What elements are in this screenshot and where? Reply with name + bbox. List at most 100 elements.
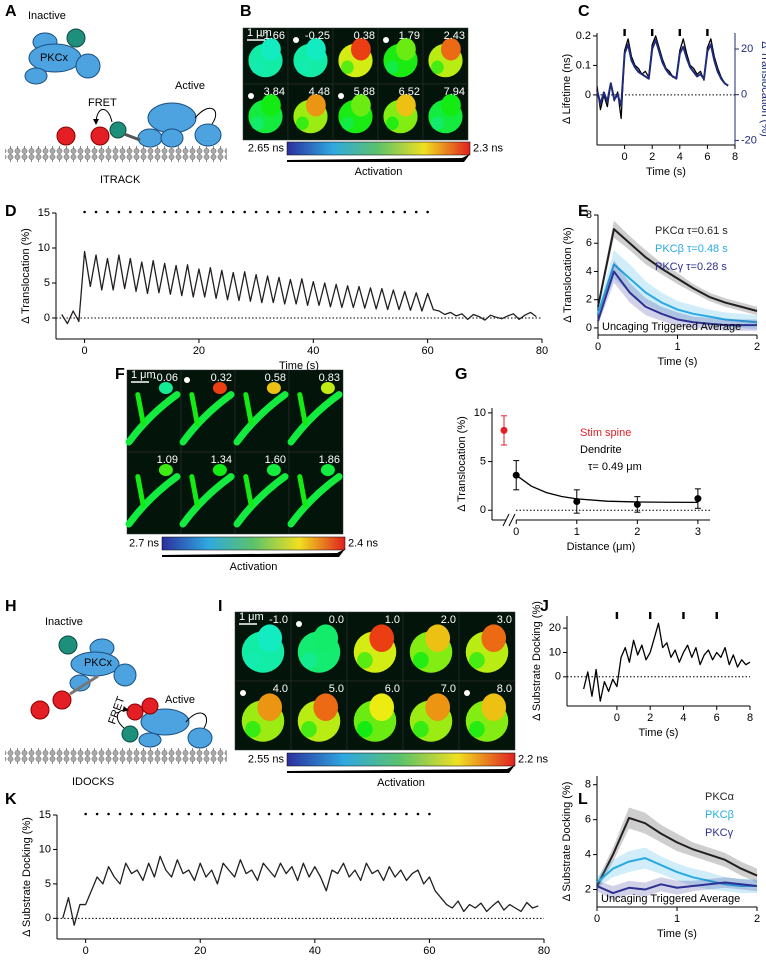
y-tick-label: 2	[585, 883, 591, 895]
stimulus-dot	[95, 812, 99, 816]
stimulus-dot	[117, 210, 121, 214]
diagram-name: ITRACK	[100, 174, 141, 186]
stimulus-dot	[369, 210, 372, 214]
stimulus-dot	[130, 812, 133, 816]
dendrite	[297, 392, 308, 426]
domain	[138, 732, 162, 748]
acceptor	[56, 126, 76, 146]
stimulus-dot	[174, 210, 178, 214]
legend-label: Stim spine	[580, 427, 631, 439]
stimulus-mark	[615, 612, 619, 619]
dendrite	[135, 474, 146, 508]
stimulus-dot	[392, 210, 395, 214]
stimulus-dot	[324, 812, 328, 816]
dendrite	[189, 474, 200, 508]
fret-label: FRET	[88, 97, 117, 109]
data-line	[583, 622, 751, 702]
panel-label: K	[5, 791, 17, 808]
time-label: 3.84	[264, 86, 285, 98]
stimulus-mark	[678, 29, 681, 36]
cell-blob	[431, 116, 444, 130]
membrane	[5, 748, 227, 764]
domain	[75, 53, 101, 79]
x-tick-label: 2	[634, 526, 640, 538]
x-tick-label: 0	[83, 945, 89, 957]
stimulus-dot	[300, 210, 304, 214]
stimulus-dot	[140, 210, 144, 214]
point	[694, 495, 702, 503]
time-label: -0.06	[153, 372, 178, 384]
x-axis-label: Distance (μm)	[567, 541, 636, 553]
colorbar-label: 2.7 ns	[129, 537, 159, 549]
time-label: 2.43	[444, 30, 465, 42]
x-tick-label: 80	[538, 945, 550, 957]
x-tick-label: 0	[595, 341, 601, 353]
colorbar	[286, 752, 516, 767]
cell-blob	[413, 652, 429, 669]
stimulus-dot	[84, 812, 87, 816]
panel-label: A	[5, 3, 17, 20]
y-tick-label: 0	[480, 504, 486, 516]
time-label: 6.0	[385, 683, 400, 695]
stimulus-dot	[428, 812, 431, 816]
y-tick-label: 4	[586, 265, 592, 277]
cell-blob	[386, 60, 399, 74]
stimulus-dot	[405, 812, 408, 816]
point	[573, 497, 581, 505]
stimulus-dot	[129, 210, 132, 214]
stimulus-dot	[231, 210, 235, 214]
uncaging-spot	[338, 93, 344, 99]
y-axis-label: Δ Translocation (%)	[562, 227, 574, 323]
cell-blob	[396, 38, 416, 61]
dendrite	[135, 392, 146, 426]
stimulus-dot	[346, 210, 349, 214]
cell-blob	[261, 94, 281, 117]
cell-blob	[469, 652, 485, 669]
panel-label: E	[578, 203, 589, 220]
stimulus-dot	[266, 210, 269, 214]
time-label: -1.66	[260, 30, 285, 42]
cell-blob	[301, 652, 317, 669]
dendrite	[189, 392, 200, 426]
data-line	[596, 816, 758, 887]
x-tick-label: 60	[423, 945, 435, 957]
colorbar-title: Activation	[377, 777, 425, 789]
stimulus-dot	[187, 812, 191, 816]
legend-label: PKCγ τ=0.28 s	[655, 261, 727, 273]
time-label: 4.0	[273, 683, 288, 695]
data-line	[596, 881, 758, 895]
y-tick-label: 15	[39, 809, 51, 821]
activation-wedge	[287, 765, 515, 773]
fluorophore	[66, 28, 86, 48]
cell-blob	[425, 693, 451, 722]
dendrite	[243, 474, 254, 508]
linker	[185, 712, 208, 729]
x-tick-label: 2	[647, 712, 653, 724]
dendrite	[179, 473, 235, 528]
stimulus-dot	[186, 210, 189, 214]
y-axis-label: Δ Substrate Docking (%)	[21, 817, 33, 937]
y2-tick-label: 0	[741, 89, 747, 101]
annotation: Uncaging Triggered Average	[601, 893, 740, 905]
time-label: 6.52	[399, 86, 420, 98]
stimulus-dot	[83, 210, 86, 214]
colorbar-label: 2.3 ns	[473, 142, 503, 154]
stimulus-dot	[107, 812, 110, 816]
cell-blob	[431, 60, 444, 74]
stimulus-dot	[106, 210, 109, 214]
stimulus-dot	[244, 812, 248, 816]
cell-blob	[296, 60, 309, 74]
stimulus-dot	[221, 812, 225, 816]
x-axis-label: Time (s)	[658, 356, 698, 368]
point	[500, 426, 508, 434]
y-tick-label: 0.1	[576, 59, 591, 71]
x-tick-label: 1	[674, 913, 680, 925]
panel-label: I	[218, 598, 222, 615]
stimulus-mark	[706, 29, 709, 36]
time-label: -0.25	[305, 30, 330, 42]
domain	[160, 128, 184, 148]
spine	[158, 464, 173, 477]
cell-blob	[441, 38, 461, 61]
stimulus-mark	[715, 612, 718, 619]
diagram-label: Inactive	[28, 10, 66, 22]
